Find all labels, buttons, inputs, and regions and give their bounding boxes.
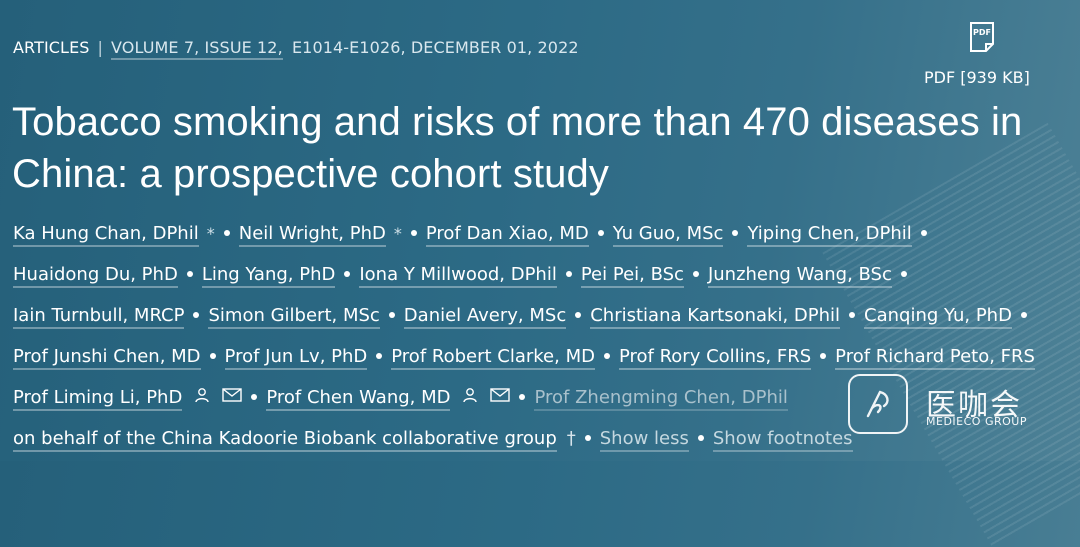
author-link[interactable]: Yiping Chen, DPhil	[747, 223, 912, 247]
watermark-en: MEDIECO GROUP	[926, 415, 1027, 428]
author-separator	[209, 352, 216, 359]
author-row: Iain Turnbull, MRCP Simon Gilbert, MSc Dan…	[13, 302, 1036, 330]
author-link[interactable]: Prof Junshi Chen, MD	[13, 346, 201, 370]
author-link[interactable]: Ling Yang, PhD	[201, 264, 336, 288]
footnote-marker: †	[566, 428, 576, 449]
author-link[interactable]: Yu Guo, MSc	[612, 223, 724, 247]
person-icon[interactable]	[194, 384, 210, 412]
author-separator	[820, 352, 827, 359]
pages-date: E1014-E1026, DECEMBER 01, 2022	[291, 38, 579, 57]
watermark-box	[848, 374, 908, 434]
author-separator	[597, 229, 604, 236]
person-icon[interactable]	[462, 384, 478, 412]
author-link[interactable]: Christiana Kartsonaki, DPhil	[590, 305, 841, 329]
equal-contribution-marker: *	[206, 224, 215, 243]
author-link[interactable]: Daniel Avery, MSc	[403, 305, 567, 329]
author-row: Prof Liming Li, PhD Prof Chen Wang, MD Pro…	[13, 384, 788, 412]
pdf-download-link[interactable]: PDF [939 KB]	[924, 68, 1030, 87]
author-separator	[519, 393, 526, 400]
author-link[interactable]: Iona Y Millwood, DPhil	[359, 264, 557, 288]
author-link[interactable]: Prof Chen Wang, MD	[266, 387, 451, 411]
author-separator	[251, 393, 258, 400]
show-less-link[interactable]: Show less	[599, 428, 689, 452]
author-separator	[193, 311, 200, 318]
author-link[interactable]: Neil Wright, PhD	[238, 223, 386, 247]
watermark-logo: 医咖会 MEDIECO GROUP	[848, 374, 1078, 434]
author-link[interactable]: Prof Robert Clarke, MD	[391, 346, 595, 370]
author-link[interactable]: Prof Jun Lv, PhD	[224, 346, 368, 370]
author-separator	[186, 270, 193, 277]
author-link[interactable]: Prof Dan Xiao, MD	[425, 223, 589, 247]
breadcrumb: ARTICLES | VOLUME 7, ISSUE 12, E1014-E1026…	[13, 38, 579, 60]
author-separator	[692, 270, 699, 277]
author-separator	[584, 434, 591, 441]
author-separator	[410, 229, 417, 236]
author-row: on behalf of the China Kadoorie Biobank …	[13, 425, 853, 453]
author-separator	[388, 311, 395, 318]
author-separator	[344, 270, 351, 277]
watermark-cn: 医咖会	[926, 388, 1022, 423]
author-separator	[376, 352, 383, 359]
pdf-icon[interactable]: PDF	[969, 22, 995, 52]
author-link[interactable]: Junzheng Wang, BSc	[707, 264, 892, 288]
author-separator	[900, 270, 907, 277]
author-separator	[603, 352, 610, 359]
author-separator	[575, 311, 582, 318]
author-link[interactable]: Iain Turnbull, MRCP	[13, 305, 185, 329]
author-link[interactable]: Prof Richard Peto, FRS	[835, 346, 1035, 370]
author-link[interactable]: Canqing Yu, PhD	[864, 305, 1012, 329]
author-separator	[697, 434, 704, 441]
email-icon[interactable]	[222, 384, 243, 412]
volume-issue-link[interactable]: VOLUME 7, ISSUE 12,	[111, 38, 283, 60]
show-footnotes-link[interactable]: Show footnotes	[712, 428, 853, 452]
author-link[interactable]: Pei Pei, BSc	[580, 264, 684, 288]
pdf-icon-text: PDF	[973, 28, 991, 37]
author-link[interactable]: Simon Gilbert, MSc	[208, 305, 380, 329]
section-label[interactable]: ARTICLES	[13, 38, 90, 57]
collaborative-group-link[interactable]: on behalf of the China Kadoorie Biobank …	[13, 428, 557, 452]
article-title: Tobacco smoking and risks of more than 4…	[12, 100, 1023, 196]
author-separator	[1020, 311, 1027, 318]
author-separator	[565, 270, 572, 277]
author-separator	[223, 229, 230, 236]
email-icon[interactable]	[490, 384, 511, 412]
author-link[interactable]: Prof Zhengming Chen, DPhil	[534, 387, 788, 411]
article-header: ARTICLES | VOLUME 7, ISSUE 12, E1014-E1026…	[12, 22, 1080, 547]
author-link[interactable]: Ka Hung Chan, DPhil	[13, 223, 199, 247]
author-row: Prof Junshi Chen, MD Prof Jun Lv, PhD Prof…	[13, 343, 1035, 371]
author-link[interactable]: Huaidong Du, PhD	[13, 264, 178, 288]
author-row: Huaidong Du, PhD Ling Yang, PhD Iona Y Mil…	[13, 261, 916, 289]
equal-contribution-marker: *	[393, 224, 402, 243]
author-row: Ka Hung Chan, DPhil * Neil Wright, PhD * Pro…	[13, 220, 936, 248]
author-link[interactable]: Prof Rory Collins, FRS	[618, 346, 812, 370]
author-separator	[849, 311, 856, 318]
author-link[interactable]: Prof Liming Li, PhD	[13, 387, 183, 411]
breadcrumb-separator: |	[97, 38, 104, 57]
author-separator	[920, 229, 927, 236]
author-separator	[732, 229, 739, 236]
